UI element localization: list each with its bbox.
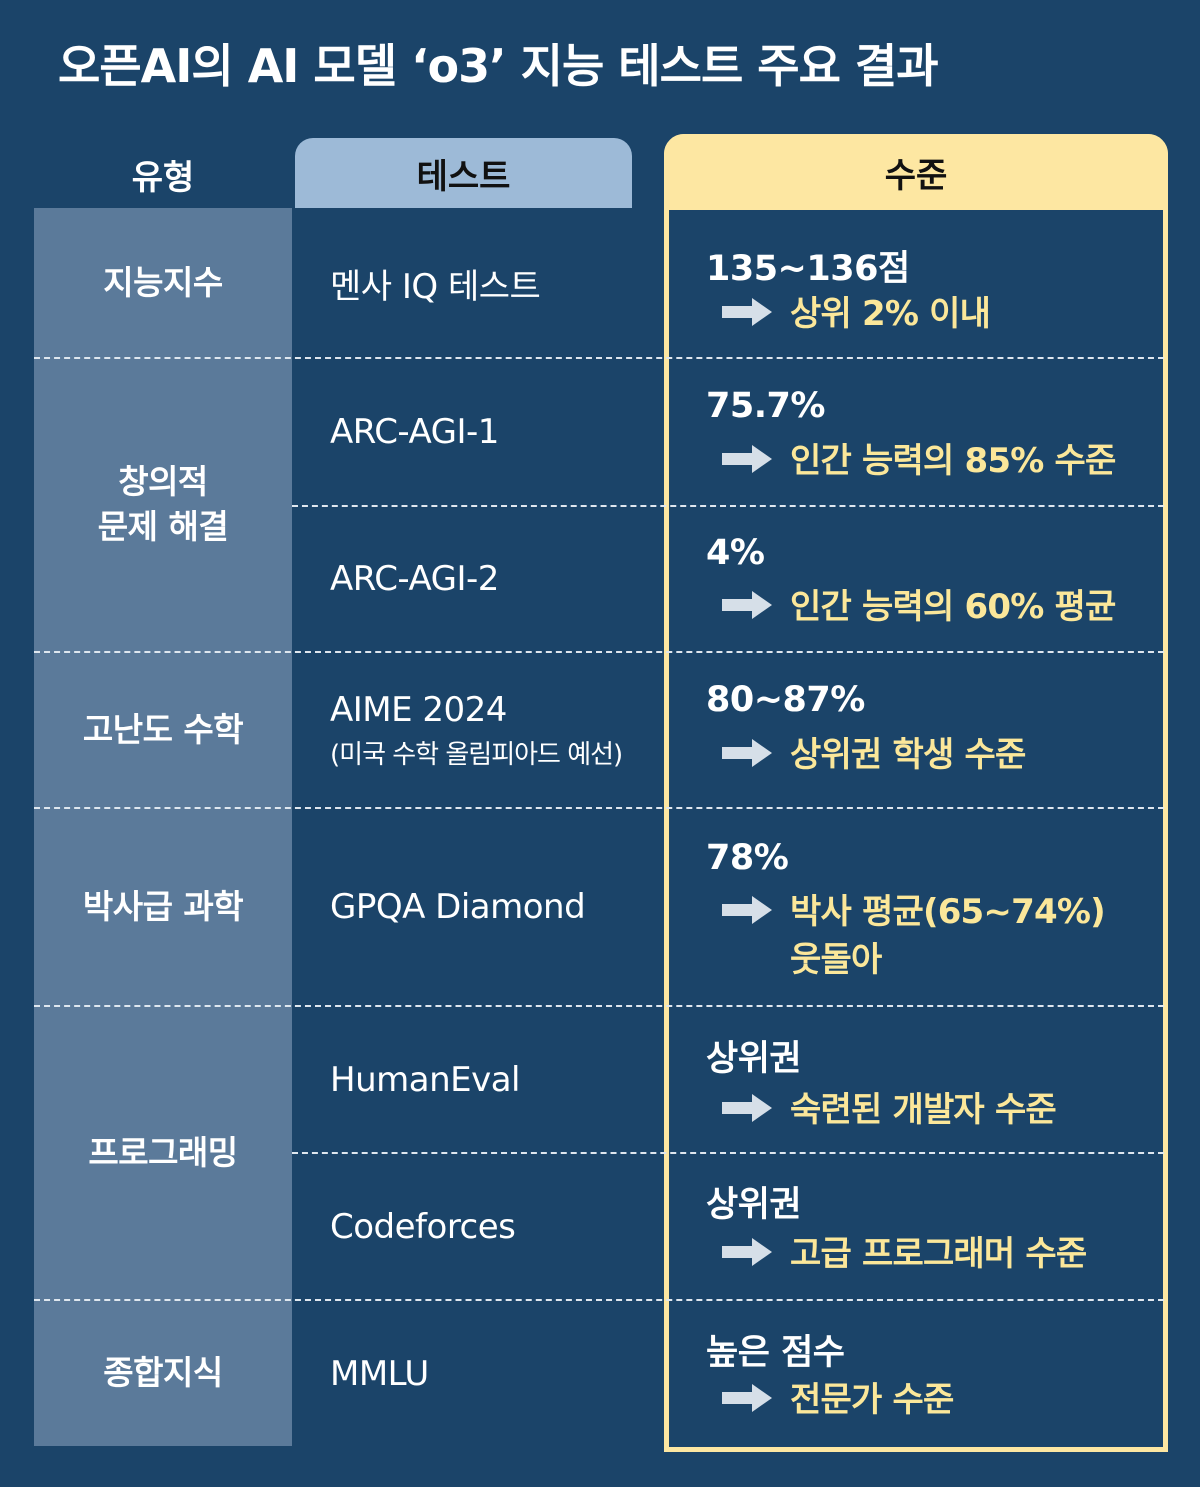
type-column-background: [34, 208, 292, 1446]
category-phd-science: 박사급 과학: [82, 886, 244, 926]
row-divider: [34, 1299, 1164, 1301]
test-row: 멘사 IQ 테스트: [330, 210, 660, 357]
test-name: 멘사 IQ 테스트: [330, 267, 541, 307]
row-divider: [34, 1005, 1164, 1007]
level-detail-text: 박사 평균(65~74%) 웃돌아: [790, 892, 1106, 981]
test-row: ARC-AGI-2: [330, 507, 660, 651]
row-divider: [34, 651, 1164, 653]
test-row: Codeforces: [330, 1154, 660, 1299]
level-value: 상위권: [706, 1185, 802, 1225]
level-detail-text: 숙련된 개발자 수준: [790, 1090, 1057, 1130]
test-row: MMLU: [330, 1301, 660, 1446]
category-general-knowledge: 종합지식: [103, 1353, 223, 1393]
test-name: GPQA Diamond: [330, 887, 586, 927]
test-name: HumanEval: [330, 1059, 521, 1100]
test-row: ARC-AGI-1: [330, 359, 660, 505]
level-detail: 박사 평균(65~74%) 웃돌아: [722, 888, 1152, 985]
arrow-right-icon: [722, 896, 772, 924]
level-column-header: 수준: [664, 134, 1168, 210]
test-row: AIME 2024 (미국 수학 올림피아드 예선): [330, 653, 660, 807]
level-detail: 상위권 학생 수준: [722, 731, 1152, 779]
level-value: 상위권: [706, 1039, 802, 1079]
level-value: 4%: [706, 533, 765, 573]
test-column-header: 테스트: [295, 138, 632, 208]
level-value: 75.7%: [706, 386, 825, 426]
category-programming: 프로그래밍: [88, 1132, 238, 1172]
level-detail-text: 고급 프로그래머 수준: [790, 1234, 1087, 1274]
test-name: ARC-AGI-1: [330, 412, 499, 452]
arrow-right-icon: [722, 1384, 772, 1412]
level-detail: 숙련된 개발자 수준: [722, 1086, 1152, 1134]
test-subtitle: (미국 수학 올림피아드 예선): [330, 739, 623, 770]
level-detail: 상위 2% 이내: [722, 290, 1152, 338]
arrow-right-icon: [722, 1094, 772, 1122]
level-detail-text: 상위 2% 이내: [790, 294, 991, 334]
level-value: 80~87%: [706, 680, 865, 720]
level-value: 78%: [706, 838, 789, 878]
level-detail-text: 인간 능력의 85% 수준: [790, 441, 1116, 481]
arrow-right-icon: [722, 445, 772, 473]
test-name: MMLU: [330, 1353, 429, 1394]
level-detail: 전문가 수준: [722, 1376, 1152, 1424]
level-detail: 고급 프로그래머 수준: [722, 1230, 1152, 1278]
level-value: 135~136점: [706, 249, 910, 289]
sub-row-divider: [292, 505, 1164, 507]
level-detail: 인간 능력의 60% 평균: [722, 583, 1152, 631]
level-detail-text: 인간 능력의 60% 평균: [790, 587, 1116, 627]
row-divider: [34, 807, 1164, 809]
sub-row-divider: [292, 1152, 1164, 1154]
level-detail-text: 상위권 학생 수준: [790, 735, 1026, 775]
test-name: AIME 2024: [330, 689, 507, 730]
type-column-header: 유형: [131, 157, 195, 198]
level-detail: 인간 능력의 85% 수준: [722, 437, 1152, 485]
category-creative-problem-solving: 창의적 문제 해결: [97, 462, 229, 546]
test-row: GPQA Diamond: [330, 809, 660, 1005]
level-detail-text: 전문가 수준: [790, 1380, 954, 1420]
arrow-right-icon: [722, 591, 772, 619]
category-advanced-math: 고난도 수학: [82, 709, 244, 749]
test-name: ARC-AGI-2: [330, 559, 499, 599]
test-row: HumanEval: [330, 1007, 660, 1152]
arrow-right-icon: [722, 739, 772, 767]
level-value: 높은 점수: [706, 1333, 845, 1373]
category-iq: 지능지수: [103, 263, 223, 303]
page-title: 오픈AI의 AI 모델 ‘o3’ 지능 테스트 주요 결과: [58, 39, 939, 93]
arrow-right-icon: [722, 298, 772, 326]
row-divider: [34, 357, 1164, 359]
arrow-right-icon: [722, 1238, 772, 1266]
test-name: Codeforces: [330, 1206, 516, 1247]
